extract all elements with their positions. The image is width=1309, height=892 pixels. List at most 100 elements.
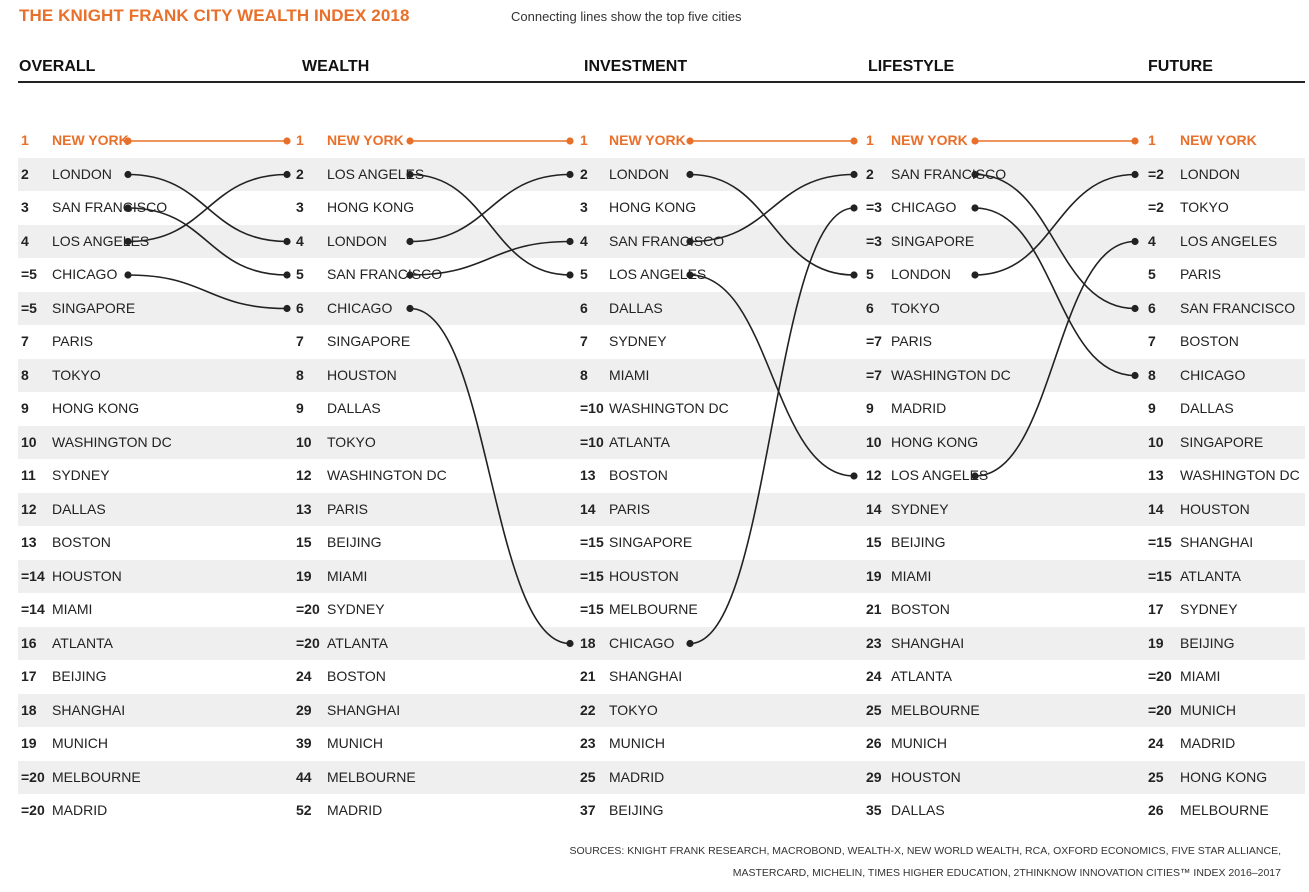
connector-dot <box>406 304 414 313</box>
rank-value: 11 <box>21 467 36 483</box>
rank-value: =5 <box>21 266 37 282</box>
connector-dot <box>283 170 291 179</box>
rank-value: 1 <box>580 132 588 148</box>
city-name: LONDON <box>609 165 669 182</box>
connector-dot <box>686 170 694 179</box>
rank-value: 2 <box>866 165 874 182</box>
rank-value: 6 <box>296 299 304 316</box>
rank-value: =7 <box>866 333 882 349</box>
column-header-future: FUTURE <box>1148 58 1213 75</box>
connector-chicago <box>689 207 855 645</box>
connector-dot <box>406 170 414 179</box>
rank-value: 7 <box>1148 333 1156 349</box>
city-name: ATLANTA <box>327 634 388 651</box>
connector-dot <box>850 137 858 145</box>
city-name: PARIS <box>52 333 93 349</box>
row-band <box>18 627 1305 660</box>
connector-dot <box>686 639 694 648</box>
connector-dot <box>283 304 291 313</box>
city-name: MELBOURNE <box>327 768 416 785</box>
rank-value: 17 <box>1148 601 1164 617</box>
rank-value: 4 <box>1148 232 1156 249</box>
rank-value: 7 <box>296 333 304 349</box>
row-band <box>18 761 1305 794</box>
connector-dot <box>971 204 979 212</box>
connector-san-francisco <box>974 173 1136 310</box>
city-name: NEW YORK <box>891 132 968 148</box>
city-name: DALLAS <box>1180 400 1234 416</box>
city-name: LONDON <box>327 232 387 249</box>
sources-line-1: SOURCES: KNIGHT FRANK RESEARCH, MACROBON… <box>569 845 1281 857</box>
rank-value: 14 <box>866 500 882 517</box>
city-name: SYDNEY <box>52 467 110 483</box>
connector-dot <box>1131 371 1139 380</box>
rank-value: =20 <box>296 601 320 617</box>
rank-value: 13 <box>296 500 312 517</box>
city-name: SAN FRANCISCO <box>327 266 443 282</box>
connector-dot <box>971 170 979 179</box>
connector-san-francisco <box>689 173 855 243</box>
rank-value: 4 <box>580 232 588 249</box>
rank-value: 15 <box>296 534 312 550</box>
rank-value: 23 <box>580 735 596 751</box>
connector-chicago <box>409 307 571 645</box>
row-band <box>18 493 1305 526</box>
city-name: MUNICH <box>609 735 665 751</box>
city-name: MADRID <box>327 802 383 818</box>
city-name: SAN FRANCISCO <box>609 232 725 249</box>
rank-value: 24 <box>866 668 882 684</box>
rank-value: 5 <box>296 266 304 282</box>
city-name: MIAMI <box>609 366 650 383</box>
rank-value: =3 <box>866 232 882 249</box>
connector-dot <box>566 137 574 145</box>
rank-value: 16 <box>21 634 37 651</box>
city-name: BEIJING <box>327 534 382 550</box>
rank-value: 26 <box>866 735 882 751</box>
connector-dot <box>850 472 858 480</box>
city-name: SINGAPORE <box>52 299 136 316</box>
city-name: SINGAPORE <box>1180 433 1264 450</box>
rank-value: 24 <box>1148 735 1164 751</box>
chart-subtitle: Connecting lines show the top five citie… <box>511 9 742 24</box>
rank-value: 18 <box>21 701 37 718</box>
city-name: MIAMI <box>891 567 932 584</box>
city-name: BEIJING <box>1180 634 1235 651</box>
connector-dot <box>124 237 132 246</box>
rank-value: =10 <box>580 400 604 416</box>
city-name: ATLANTA <box>891 668 952 684</box>
city-name: NEW YORK <box>327 132 404 148</box>
city-name: HOUSTON <box>891 768 961 785</box>
connector-dot <box>1131 237 1139 246</box>
rank-value: 18 <box>580 634 596 651</box>
rank-value: 10 <box>866 433 882 450</box>
city-name: MELBOURNE <box>1180 802 1269 818</box>
city-name: DALLAS <box>891 802 945 818</box>
city-name: WASHINGTON DC <box>1180 467 1300 483</box>
rank-value: 6 <box>1148 299 1156 316</box>
city-name: BEIJING <box>891 534 946 550</box>
connector-dot <box>124 170 132 179</box>
city-name: SYDNEY <box>1180 601 1238 617</box>
connector-dot <box>850 204 858 212</box>
city-name: TOKYO <box>52 366 101 383</box>
rank-value: =10 <box>580 433 604 450</box>
city-name: HOUSTON <box>609 567 679 584</box>
rank-value: =5 <box>21 299 37 316</box>
rank-value: 4 <box>296 232 304 249</box>
connector-london <box>409 173 571 243</box>
rank-value: =14 <box>21 567 45 584</box>
connector-chicago <box>974 207 1136 377</box>
city-name: HONG KONG <box>327 199 415 215</box>
rank-value: =15 <box>580 534 604 550</box>
rank-value: 19 <box>296 567 312 584</box>
city-name: CHICAGO <box>52 266 118 282</box>
rank-value: 1 <box>296 132 304 148</box>
city-name: SHANGHAI <box>609 668 683 684</box>
rank-value: 21 <box>866 601 882 617</box>
rank-value: 14 <box>1148 500 1164 517</box>
rank-value: 2 <box>296 165 304 182</box>
connector-dot <box>971 137 979 145</box>
rank-value: 19 <box>1148 634 1164 651</box>
city-name: SHANGHAI <box>52 701 126 718</box>
